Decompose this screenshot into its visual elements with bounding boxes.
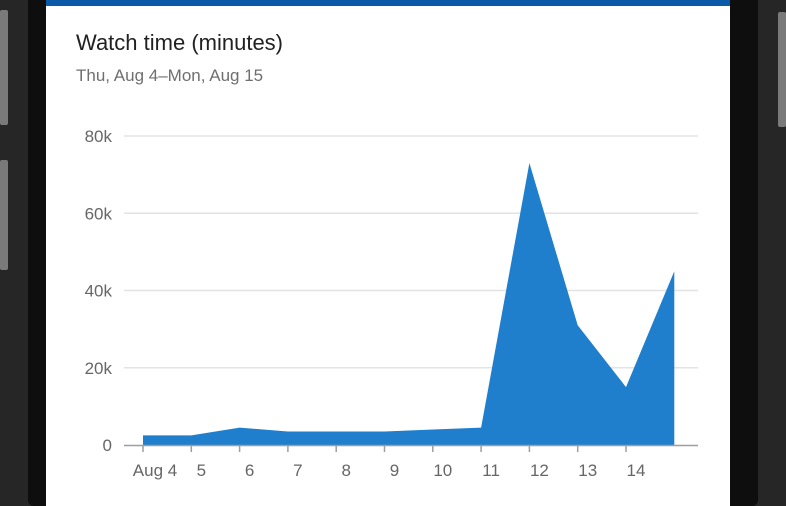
x-axis-ticks: Aug 4 5 6 7 8 9 10 11 12 13 14 (133, 461, 646, 480)
volume-up-button[interactable] (0, 10, 8, 125)
x-tick-label: 12 (530, 461, 549, 480)
gridlines (124, 135, 698, 369)
x-tick-label: 8 (341, 461, 350, 480)
x-axis (124, 444, 698, 452)
area-fill (143, 163, 675, 445)
x-tick-label: 11 (482, 461, 500, 480)
data-point[interactable] (185, 429, 197, 441)
x-tick-label: Aug 4 (133, 461, 177, 480)
x-tick-label: 14 (627, 461, 646, 480)
card-title: Watch time (minutes) (76, 30, 284, 55)
watch-time-chart[interactable]: 0 20k 40k 60k 80k Aug 4 5 6 7 8 9 10 11 12 13 14 (46, 0, 730, 506)
data-point[interactable] (475, 422, 487, 434)
y-tick-label: 60k (85, 204, 113, 223)
y-axis-ticks: 0 20k 40k 60k 80k (85, 127, 113, 455)
area-series (143, 163, 675, 445)
x-tick-label: 6 (245, 461, 254, 480)
x-tick-label: 13 (578, 461, 597, 480)
screen: Watch time (minutes) Thu, Aug 4–Mon, Aug… (46, 0, 730, 506)
y-tick-label: 40k (85, 282, 113, 301)
data-point[interactable] (572, 319, 584, 331)
data-point[interactable] (620, 381, 632, 393)
data-point[interactable] (137, 429, 149, 441)
data-point[interactable] (427, 424, 439, 436)
x-tick-label: 7 (293, 461, 302, 480)
data-point[interactable] (523, 157, 535, 169)
data-point[interactable] (282, 425, 294, 437)
x-tick-label: 5 (197, 461, 206, 480)
power-button[interactable] (778, 12, 786, 127)
volume-down-button[interactable] (0, 160, 8, 270)
card-subtitle: Thu, Aug 4–Mon, Aug 15 (76, 66, 264, 85)
x-tick-label: 9 (390, 461, 399, 480)
data-point[interactable] (668, 265, 680, 277)
data-point[interactable] (379, 425, 391, 437)
y-tick-label: 80k (85, 127, 113, 146)
data-point[interactable] (330, 425, 342, 437)
y-tick-label: 0 (103, 436, 112, 455)
x-tick-label: 10 (433, 461, 452, 480)
app-bar (46, 0, 730, 6)
data-point[interactable] (234, 422, 246, 434)
y-tick-label: 20k (85, 359, 113, 378)
